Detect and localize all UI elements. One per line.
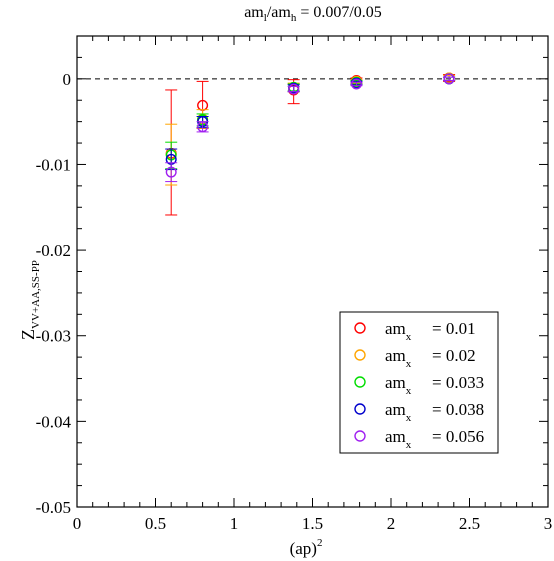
legend-label-base: am xyxy=(385,400,406,419)
data-point xyxy=(197,121,209,133)
data-point xyxy=(350,78,362,90)
x-axis-label-sup: 2 xyxy=(317,537,323,549)
legend-label-value: = 0.01 xyxy=(432,319,476,338)
legend-label-sub: x xyxy=(406,439,412,451)
legend-label-base: am xyxy=(385,427,406,446)
x-tick-label: 3 xyxy=(544,514,553,533)
y-axis-label-sub: VV+AA,SS-PP xyxy=(30,260,42,329)
legend-label-sub: x xyxy=(406,331,412,343)
title-base: am xyxy=(244,4,264,21)
legend-label-value: = 0.02 xyxy=(432,346,476,365)
x-tick-label: 2 xyxy=(387,514,396,533)
y-tick-label: 0 xyxy=(63,70,72,89)
title-rest: = 0.007/0.05 xyxy=(296,4,381,21)
legend-label: amx = 0.038 xyxy=(385,400,484,424)
x-tick-label: 0 xyxy=(73,514,82,533)
legend-label: amx = 0.056 xyxy=(385,427,484,451)
x-axis-label: (ap)2 xyxy=(290,537,323,558)
legend-label-sub: x xyxy=(406,385,412,397)
data-point xyxy=(443,73,455,85)
data-series xyxy=(165,72,456,186)
legend-label: amx = 0.01 xyxy=(385,319,476,343)
legend-label: amx = 0.033 xyxy=(385,373,484,397)
x-tick-label: 2.5 xyxy=(459,514,480,533)
title-sub2: h xyxy=(291,12,297,24)
data-points xyxy=(165,72,456,216)
data-series xyxy=(165,73,456,183)
legend-marker xyxy=(354,403,366,415)
legend-marker xyxy=(354,376,366,388)
data-point xyxy=(165,166,177,178)
y-axis-label: ZVV+AA,SS-PP xyxy=(18,260,42,340)
legend-label-sub: x xyxy=(406,412,412,424)
x-tick-label: 1 xyxy=(230,514,239,533)
legend-label-sub: x xyxy=(406,358,412,370)
legend-label-value: = 0.056 xyxy=(432,427,484,446)
legend-label: amx = 0.02 xyxy=(385,346,476,370)
chart-title: aml/amh = 0.007/0.05 xyxy=(244,4,382,24)
data-series xyxy=(165,73,456,171)
legend-label-value: = 0.033 xyxy=(432,373,484,392)
data-point xyxy=(288,83,300,95)
legend-marker xyxy=(354,349,366,361)
data-series xyxy=(165,73,456,170)
y-tick-label: -0.01 xyxy=(36,155,71,174)
title-mid: /am xyxy=(267,4,292,21)
legend-label-base: am xyxy=(385,373,406,392)
legend-label-base: am xyxy=(385,319,406,338)
y-tick-label: -0.02 xyxy=(36,241,71,260)
axis-ticks: 0 0.5 1 1.5 2 2.5 3 0 -0.01 -0.02 -0.03 -0.04 -0.05 xyxy=(36,35,553,533)
x-tick-label: 1.5 xyxy=(302,514,323,533)
y-tick-label: -0.04 xyxy=(36,412,72,431)
y-tick-label: -0.03 xyxy=(36,327,71,346)
legend-label-base: am xyxy=(385,346,406,365)
y-axis-label-base: Z xyxy=(18,329,38,340)
legend-box xyxy=(339,311,499,454)
title-sub1: l xyxy=(264,12,267,24)
legend-marker xyxy=(354,430,366,442)
x-tick-label: 0.5 xyxy=(145,514,166,533)
legend-label-value: = 0.038 xyxy=(432,400,484,419)
data-series xyxy=(165,72,456,216)
x-axis-label-base: (ap) xyxy=(290,539,317,558)
legend-marker xyxy=(354,322,366,334)
y-tick-label: -0.05 xyxy=(36,498,71,517)
